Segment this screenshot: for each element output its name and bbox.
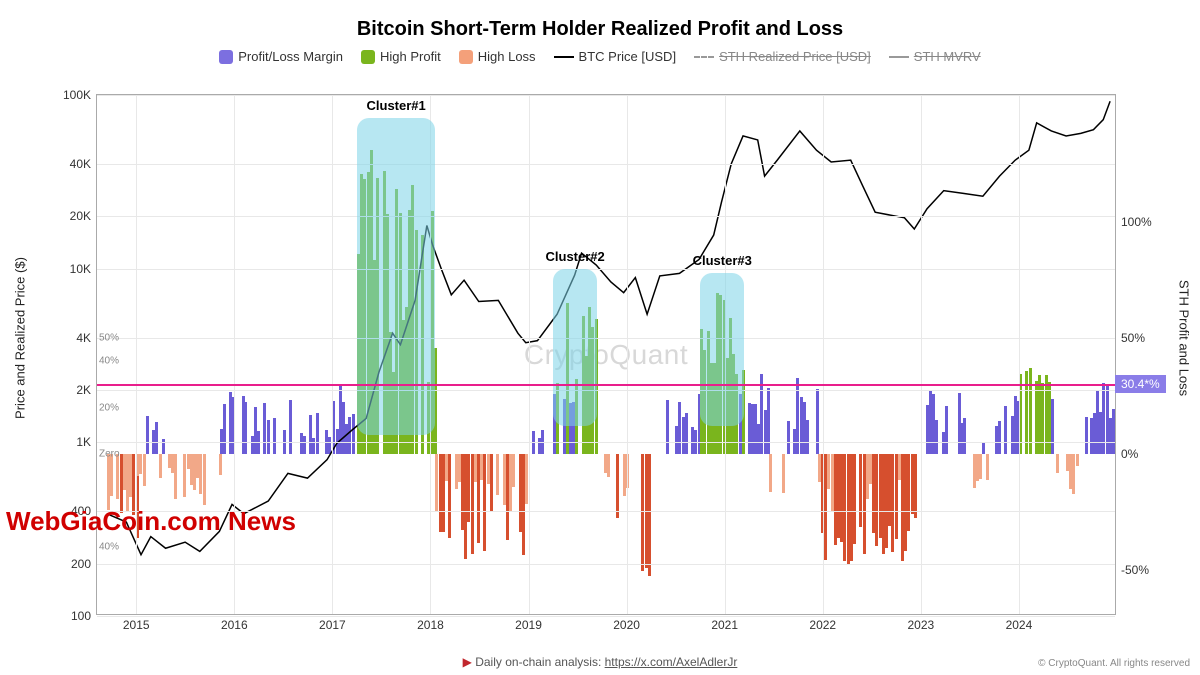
ytick-left: 40K (70, 157, 97, 171)
copyright-text: © CryptoQuant. All rights reserved (1038, 658, 1190, 669)
legend-label: BTC Price [USD] (579, 49, 677, 64)
y-axis-right-label: STH Profit and Loss (1177, 248, 1192, 428)
threshold-badge: 30.4*% (1115, 375, 1166, 393)
inner-pct-label: 20% (99, 402, 119, 413)
inner-pct-label: Zero (99, 448, 120, 459)
gridline-h (97, 390, 1115, 391)
gridline-v (529, 95, 530, 614)
gridline-h (97, 216, 1115, 217)
footer-marker-icon: ▶ (463, 655, 472, 669)
gridline-v (1019, 95, 1020, 614)
ytick-left: 100K (63, 88, 97, 102)
cluster-box (357, 118, 435, 435)
legend-item: High Loss (459, 49, 536, 64)
legend-swatch (459, 50, 473, 64)
legend-label: STH Realized Price [USD] (719, 49, 871, 64)
xtick: 2016 (221, 614, 248, 632)
footer-text: Daily on-chain analysis: (475, 655, 604, 669)
xtick: 2015 (123, 614, 150, 632)
legend-item: STH Realized Price [USD] (694, 49, 871, 64)
xtick: 2018 (417, 614, 444, 632)
cluster-label: Cluster#3 (693, 253, 752, 268)
gridline-h (97, 564, 1115, 565)
inner-pct-label: 40% (99, 541, 119, 552)
gridline-v (823, 95, 824, 614)
xtick: 2022 (809, 614, 836, 632)
legend-swatch (219, 50, 233, 64)
ytick-left: 200 (71, 557, 97, 571)
ytick-left: 2K (76, 383, 97, 397)
ytick-left: 100 (71, 609, 97, 623)
y-axis-left-label: Price and Realized Price ($) (13, 228, 28, 448)
cluster-label: Cluster#2 (546, 249, 605, 264)
ytick-left: 1K (76, 435, 97, 449)
legend-swatch (361, 50, 375, 64)
xtick: 2021 (711, 614, 738, 632)
gridline-h (97, 616, 1115, 617)
xtick: 2017 (319, 614, 346, 632)
cluster-box (553, 269, 597, 426)
ytick-right: 0% (1115, 447, 1138, 461)
xtick: 2020 (613, 614, 640, 632)
legend-item: High Profit (361, 49, 441, 64)
watermark-news: WebGiaCoin.com News (6, 506, 296, 537)
gridline-h (97, 269, 1115, 270)
ytick-right: 50% (1115, 331, 1145, 345)
gridline-h (97, 95, 1115, 96)
xtick: 2023 (907, 614, 934, 632)
gridline-v (627, 95, 628, 614)
legend-item: Profit/Loss Margin (219, 49, 343, 64)
legend: Profit/Loss Margin High Profit High Loss BT… (0, 49, 1200, 64)
inner-pct-label: 50% (99, 333, 119, 344)
gridline-h (97, 338, 1115, 339)
gridline-h (97, 164, 1115, 165)
footer-attribution: ▶ Daily on-chain analysis: https://x.com… (0, 655, 1200, 669)
xtick: 2019 (515, 614, 542, 632)
cluster-label: Cluster#1 (367, 98, 426, 113)
ytick-right: 100% (1115, 215, 1152, 229)
gridline-v (332, 95, 333, 614)
legend-label: High Loss (478, 49, 536, 64)
gridline-v (921, 95, 922, 614)
chart-title: Bitcoin Short-Term Holder Realized Profi… (0, 0, 1200, 41)
legend-swatch (889, 56, 909, 58)
legend-label: High Profit (380, 49, 441, 64)
legend-swatch (554, 56, 574, 58)
legend-label: Profit/Loss Margin (238, 49, 343, 64)
ytick-left: 20K (70, 209, 97, 223)
legend-swatch (694, 56, 714, 58)
legend-item: STH MVRV (889, 49, 981, 64)
ytick-left: 4K (76, 331, 97, 345)
btc-price-line (107, 101, 1110, 554)
ytick-right: -50% (1115, 563, 1149, 577)
legend-label: STH MVRV (914, 49, 981, 64)
threshold-line (97, 384, 1115, 386)
legend-item: BTC Price [USD] (554, 49, 677, 64)
footer-link[interactable]: https://x.com/AxelAdlerJr (605, 655, 738, 669)
cluster-box (700, 273, 744, 426)
xtick: 2024 (1006, 614, 1033, 632)
ytick-left: 10K (70, 262, 97, 276)
gridline-h (97, 442, 1115, 443)
inner-pct-label: 40% (99, 356, 119, 367)
